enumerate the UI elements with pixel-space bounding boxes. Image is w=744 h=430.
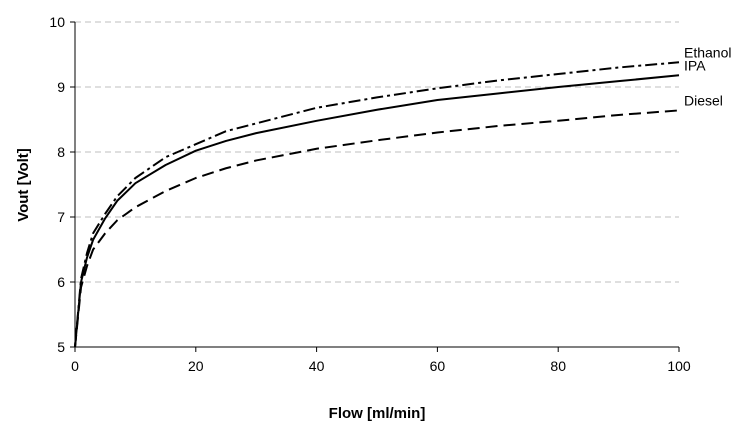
y-tick-label-10: 10: [49, 14, 65, 30]
y-tick-label-8: 8: [57, 144, 65, 160]
series-label-diesel: Diesel: [684, 92, 723, 108]
series-label-ipa: IPA: [684, 57, 706, 73]
x-tick-label-0: 0: [71, 358, 79, 374]
series-line-ethanol: [75, 62, 679, 347]
y-tick-label-9: 9: [57, 79, 65, 95]
x-tick-label-20: 20: [188, 358, 204, 374]
series-line-diesel: [75, 110, 679, 347]
x-tick-label-100: 100: [667, 358, 691, 374]
series-lines: [75, 62, 679, 347]
grid-lines: [75, 22, 679, 282]
x-axis-title: Flow [ml/min]: [329, 405, 426, 422]
x-tick-label-60: 60: [430, 358, 446, 374]
series-line-ipa: [75, 75, 679, 347]
x-tick-label-80: 80: [550, 358, 566, 374]
y-tick-label-7: 7: [57, 209, 65, 225]
y-tick-label-6: 6: [57, 274, 65, 290]
y-axis-title: Vout [Volt]: [15, 148, 32, 222]
y-tick-label-5: 5: [57, 339, 65, 355]
x-tick-label-40: 40: [309, 358, 325, 374]
